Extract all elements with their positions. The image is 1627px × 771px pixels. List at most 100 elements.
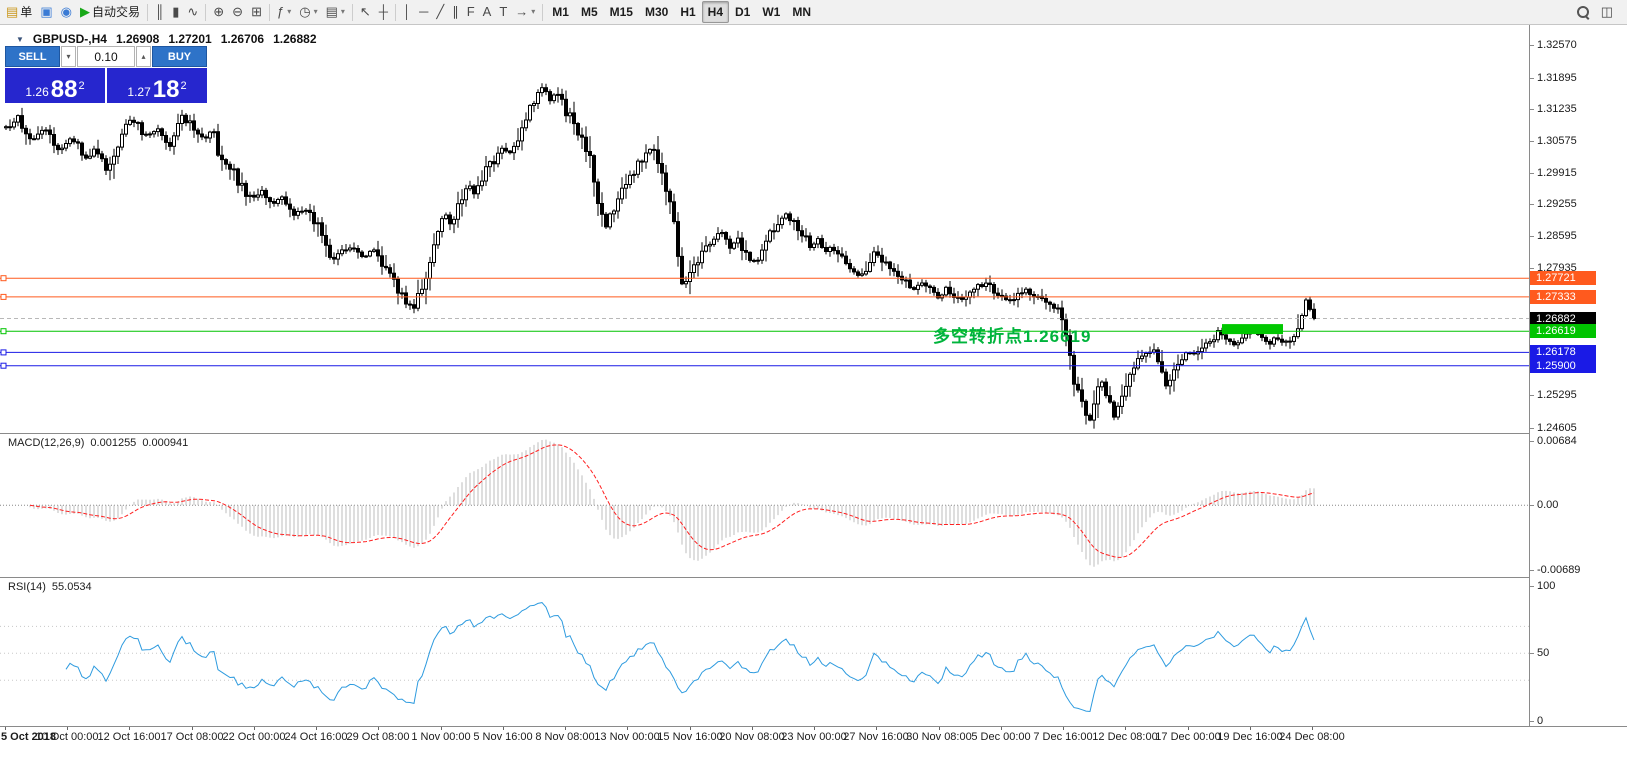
new-order-icon: ▤ bbox=[6, 4, 19, 19]
time-tick bbox=[565, 727, 566, 730]
templates-button[interactable]: ▤ ▾ bbox=[322, 1, 349, 23]
timeframe-m1[interactable]: M1 bbox=[546, 1, 575, 23]
macd-pane-canvas[interactable] bbox=[0, 434, 1529, 577]
scale-tick bbox=[1530, 721, 1534, 722]
time-tick-label: 13 Nov 00:00 bbox=[594, 731, 660, 743]
chart-annotation[interactable]: 多空转折点1.26619 bbox=[933, 327, 1092, 346]
price-tick-label: 1.32570 bbox=[1537, 39, 1577, 51]
time-tick bbox=[876, 727, 877, 730]
time-axis-separator bbox=[0, 726, 1627, 727]
rsi-label-text: RSI(14) bbox=[8, 581, 46, 593]
timeframe-m30[interactable]: M30 bbox=[639, 1, 674, 23]
time-tick bbox=[1250, 727, 1251, 730]
grid-icon: ⊞ bbox=[251, 4, 262, 19]
time-tick-label: 23 Nov 00:00 bbox=[781, 731, 847, 743]
buy-button[interactable]: BUY bbox=[152, 46, 207, 67]
time-tick bbox=[1188, 727, 1189, 730]
indicators-icon: ƒ bbox=[276, 4, 285, 19]
rsi-pane-canvas[interactable] bbox=[0, 578, 1529, 726]
time-tick-label: 5 Oct 2018 bbox=[1, 731, 57, 743]
timeframe-h4-label: H4 bbox=[707, 5, 723, 19]
chart-area[interactable]: 1.32570 1.31895 1.31235 1.30575 1.29915 1.292… bbox=[0, 25, 1627, 771]
time-tick-label: 27 Nov 16:00 bbox=[843, 731, 909, 743]
timeframe-mn[interactable]: MN bbox=[786, 1, 817, 23]
macd-value-1: 0.001255 bbox=[90, 437, 137, 449]
timeframe-h4[interactable]: H4 bbox=[701, 1, 729, 23]
timeframe-m15[interactable]: M15 bbox=[604, 1, 639, 23]
charts-button[interactable]: ▣ bbox=[36, 1, 56, 23]
search-button[interactable] bbox=[1573, 1, 1593, 23]
grid-button[interactable]: ⊞ bbox=[247, 1, 266, 23]
line-chart-button[interactable]: ∿ bbox=[183, 1, 202, 23]
volume-increase-button[interactable]: ▴ bbox=[136, 46, 151, 67]
scale-tick bbox=[1530, 204, 1534, 205]
highlight-rectangle[interactable] bbox=[1222, 324, 1283, 335]
pivot-line-handle[interactable] bbox=[0, 328, 7, 335]
scale-tick bbox=[1530, 109, 1534, 110]
time-tick-label: 10 Oct 00:00 bbox=[35, 731, 99, 743]
support-line-1-handle[interactable] bbox=[0, 349, 7, 356]
volume-dropdown-button[interactable]: ▾ bbox=[61, 46, 76, 67]
chart-ohlc-header: ▼ GBPUSD-,H4 1.26908 1.27201 1.26706 1.2… bbox=[16, 32, 317, 46]
pane-separator-rsi[interactable] bbox=[0, 577, 1627, 578]
volume-input[interactable]: 0.10 bbox=[77, 46, 135, 67]
timeframe-w1-label: W1 bbox=[762, 5, 781, 19]
macd-value-2: 0.000941 bbox=[142, 437, 189, 449]
buy-price-sup: 2 bbox=[180, 80, 187, 92]
timeframe-h1[interactable]: H1 bbox=[674, 1, 701, 23]
market-watch-icon: ◉ bbox=[60, 4, 72, 19]
fibonacci-button[interactable]: F bbox=[463, 1, 479, 23]
resistance-line-1-handle[interactable] bbox=[0, 275, 7, 282]
scale-tick bbox=[1530, 653, 1534, 654]
channel-button[interactable]: ∥ bbox=[448, 1, 463, 23]
buy-price-display[interactable]: 1.27 18 2 bbox=[107, 68, 207, 103]
time-tick-label: 1 Nov 00:00 bbox=[411, 731, 471, 743]
toolbar-groups: ▤ 单 ▣ ◉ ▶ 自动交易 ║ ▮ ∿ ⊕ ⊖ ⊞ ƒ ▾ ◷ ▾ ▤ ▾ ↖ ┼ │ ─ ╱ ∥ F A T → ▾ M1 M5 M15 M… bbox=[2, 0, 817, 24]
price-scale[interactable]: 1.32570 1.31895 1.31235 1.30575 1.29915 1.292… bbox=[1530, 25, 1627, 727]
new-order-button[interactable]: ▤ 单 bbox=[2, 1, 36, 23]
scale-tick bbox=[1530, 45, 1534, 46]
text-label-button[interactable]: T bbox=[495, 1, 511, 23]
resistance-line-1-price-tag: 1.27721 bbox=[1530, 271, 1596, 285]
sell-price-display[interactable]: 1.26 88 2 bbox=[5, 68, 105, 103]
auto-trading-icon: ▶ bbox=[79, 4, 90, 19]
timeframe-d1[interactable]: D1 bbox=[729, 1, 756, 23]
zoom-in-icon: ⊕ bbox=[213, 4, 225, 19]
rsi-tick-label: 100 bbox=[1537, 580, 1556, 592]
timeframe-m5[interactable]: M5 bbox=[575, 1, 604, 23]
time-tick-label: 7 Dec 16:00 bbox=[1033, 731, 1093, 743]
time-tick-label: 17 Dec 00:00 bbox=[1155, 731, 1221, 743]
sell-button[interactable]: SELL bbox=[5, 46, 60, 67]
time-tick bbox=[814, 727, 815, 730]
cursor-button[interactable]: ↖ bbox=[356, 1, 375, 23]
time-tick bbox=[503, 727, 504, 730]
indicators-button[interactable]: ƒ ▾ bbox=[273, 1, 295, 23]
horizontal-line-button[interactable]: ─ bbox=[415, 1, 432, 23]
time-tick-label: 8 Nov 08:00 bbox=[535, 731, 595, 743]
auto-trading-button[interactable]: ▶ 自动交易 bbox=[76, 1, 144, 23]
zoom-in-button[interactable]: ⊕ bbox=[209, 1, 228, 23]
time-tick bbox=[129, 727, 130, 730]
timeframe-w1[interactable]: W1 bbox=[756, 1, 786, 23]
text-button[interactable]: A bbox=[479, 1, 496, 23]
zoom-out-button[interactable]: ⊖ bbox=[228, 1, 247, 23]
ohlc-bars-button[interactable]: ║ bbox=[151, 1, 168, 23]
candlestick-button[interactable]: ▮ bbox=[168, 1, 183, 23]
market-watch-button[interactable]: ◉ bbox=[57, 1, 76, 23]
pane-separator-macd[interactable] bbox=[0, 433, 1627, 434]
support-line-2-handle[interactable] bbox=[0, 362, 7, 369]
price-tick-label: 1.29255 bbox=[1537, 198, 1577, 210]
pivot-line-price-tag: 1.26619 bbox=[1530, 324, 1596, 338]
macd-signal-line bbox=[29, 444, 1315, 558]
price-pane-canvas[interactable] bbox=[0, 25, 1529, 433]
layouts-button[interactable]: ◫ bbox=[1597, 1, 1617, 23]
trendline-button[interactable]: ╱ bbox=[432, 1, 448, 23]
timeframe-m5-label: M5 bbox=[580, 5, 598, 19]
resistance-line-2-handle[interactable] bbox=[0, 293, 7, 300]
vertical-line-button[interactable]: │ bbox=[399, 1, 415, 23]
arrows-button[interactable]: → ▾ bbox=[511, 1, 539, 23]
time-axis[interactable]: 5 Oct 2018 10 Oct 00:00 12 Oct 16:00 17 Oct… bbox=[0, 727, 1529, 745]
periods-button[interactable]: ◷ ▾ bbox=[295, 1, 321, 23]
scale-tick bbox=[1530, 173, 1534, 174]
crosshair-button[interactable]: ┼ bbox=[375, 1, 392, 23]
